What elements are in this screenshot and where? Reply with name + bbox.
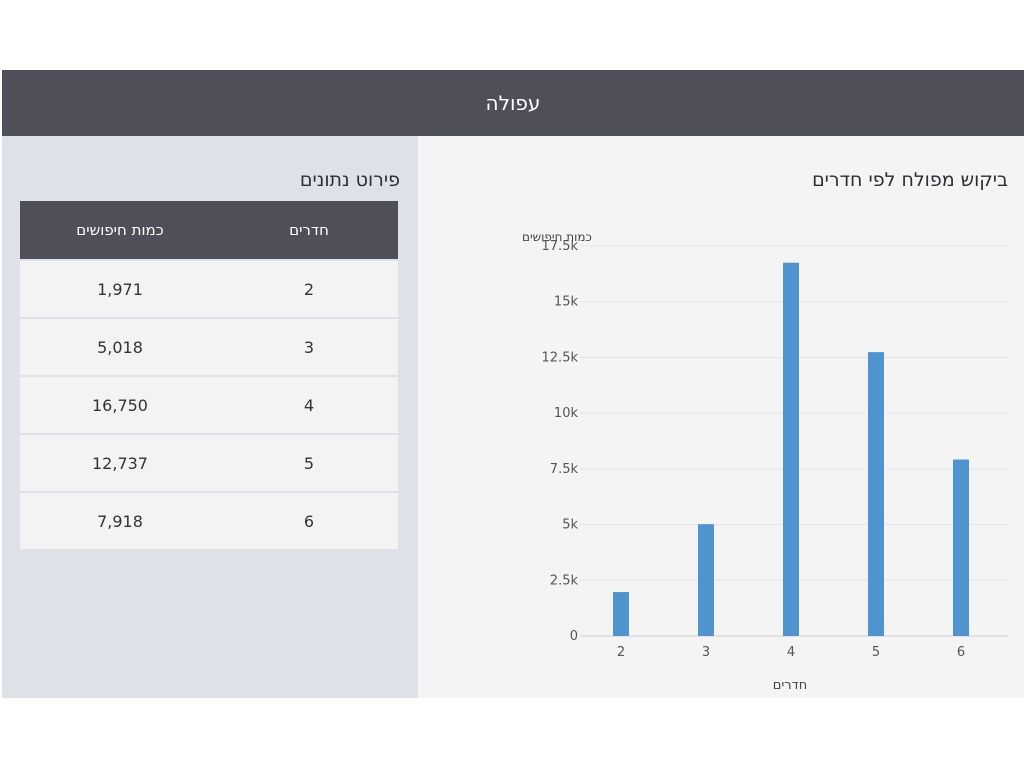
y-axis-label: כמות חיפושים xyxy=(522,230,592,244)
bar-rooms-3[interactable] xyxy=(698,524,714,636)
table-title: פירוט נתונים xyxy=(299,169,400,191)
y-tick-label: 17.5k xyxy=(542,239,579,254)
data-table: כמות חיפושים חדרים 1,971 2 5,018 3 16,75… xyxy=(20,201,398,551)
bar-chart: 0 2.5k 5k 7.5k 10k 12.5k 15k 17.5k 2 3 4 5 6 כמות ח… xyxy=(522,230,1008,693)
rooms-cell: 5 xyxy=(303,453,315,473)
rooms-cell: 3 xyxy=(303,337,315,357)
bar-rooms-4[interactable] xyxy=(783,262,799,636)
x-tick-label: 2 xyxy=(617,645,625,660)
y-tick-label: 10k xyxy=(554,406,579,421)
y-axis-ticks: 0 2.5k 5k 7.5k 10k 12.5k 15k 17.5k xyxy=(542,239,579,644)
x-tick-label: 6 xyxy=(957,645,965,660)
table-row: 5,018 3 xyxy=(20,319,398,375)
table-row: 12,737 5 xyxy=(20,435,398,491)
app-frame: עפולה פירוט נתונים כמות חיפושים חדרים 1,… xyxy=(2,70,1024,698)
bars-layer xyxy=(613,262,969,636)
table-header-row: כמות חיפושים חדרים xyxy=(20,201,398,259)
bar-rooms-6[interactable] xyxy=(953,459,969,636)
column-header-rooms: חדרים xyxy=(289,221,329,239)
y-tick-label: 2.5k xyxy=(550,573,579,588)
bar-rooms-2[interactable] xyxy=(613,592,629,636)
y-tick-label: 12.5k xyxy=(542,350,579,365)
rooms-cell: 4 xyxy=(303,395,315,415)
data-breakdown-panel: פירוט נתונים כמות חיפושים חדרים 1,971 2 … xyxy=(2,136,418,698)
x-axis-ticks: 2 3 4 5 6 xyxy=(617,645,965,660)
column-header-searches: כמות חיפושים xyxy=(76,221,164,239)
x-tick-label: 3 xyxy=(702,645,710,660)
y-tick-label: 15k xyxy=(554,295,579,310)
y-tick-label: 0 xyxy=(570,629,578,644)
chart-panel: ביקוש מפולח לפי חדרים 0 2.5k 5k 7.5k 10k 12.5… xyxy=(418,136,1024,698)
searches-cell: 16,750 xyxy=(92,395,148,415)
city-title: עפולה xyxy=(485,91,541,115)
table-row: 7,918 6 xyxy=(20,493,398,549)
rooms-cell: 6 xyxy=(303,511,315,531)
searches-cell: 1,971 xyxy=(97,279,143,299)
searches-cell: 12,737 xyxy=(92,453,148,473)
rooms-cell: 2 xyxy=(303,279,315,299)
searches-cell: 7,918 xyxy=(97,511,143,531)
bar-rooms-5[interactable] xyxy=(868,352,884,636)
y-tick-label: 5k xyxy=(562,518,578,533)
searches-cell: 5,018 xyxy=(97,337,143,357)
x-tick-label: 5 xyxy=(872,645,880,660)
table-row: 1,971 2 xyxy=(20,261,398,317)
x-tick-label: 4 xyxy=(787,645,795,660)
x-axis-label: חדרים xyxy=(773,678,807,693)
y-tick-label: 7.5k xyxy=(550,462,579,477)
chart-title: ביקוש מפולח לפי חדרים xyxy=(812,169,1008,191)
page-header: עפולה xyxy=(2,70,1024,136)
table-row: 16,750 4 xyxy=(20,377,398,433)
